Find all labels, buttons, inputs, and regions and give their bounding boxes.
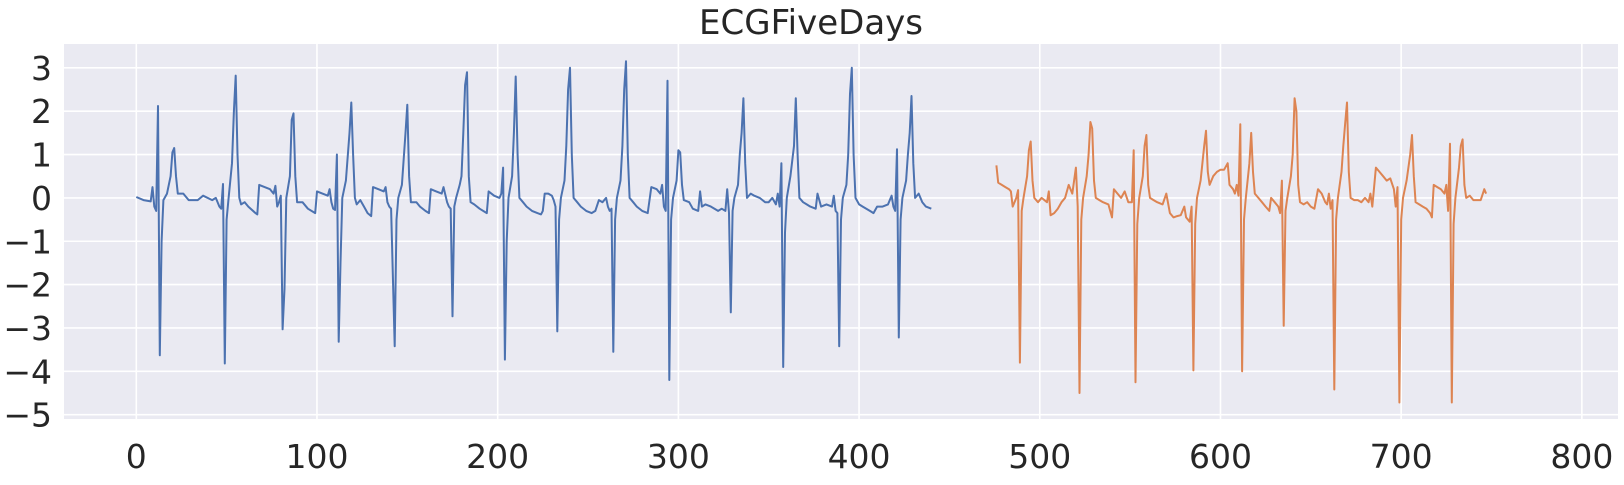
y-tick-label: −3 <box>3 309 52 348</box>
series-group <box>135 60 1488 404</box>
y-tick-label: −1 <box>3 222 52 261</box>
x-tick-label: 800 <box>1550 437 1613 476</box>
x-tick-label: 0 <box>126 437 147 476</box>
x-tick-label: 500 <box>1008 437 1071 476</box>
y-tick-label: −4 <box>3 352 52 391</box>
x-axis-ticks: 0 100 200 300 400 500 600 700 800 <box>126 437 1614 476</box>
y-tick-label: −5 <box>3 396 52 435</box>
x-tick-label: 700 <box>1370 437 1433 476</box>
y-tick-label: 0 <box>31 179 52 218</box>
y-tick-label: 1 <box>31 136 52 175</box>
chart-title: ECGFiveDays <box>699 3 923 43</box>
x-tick-label: 100 <box>285 437 348 476</box>
y-tick-label: −2 <box>3 266 52 305</box>
x-tick-label: 300 <box>647 437 710 476</box>
y-axis-ticks: 3 2 1 0 −1 −2 −3 −4 −5 <box>3 49 52 435</box>
x-tick-label: 200 <box>466 437 529 476</box>
y-tick-label: 3 <box>31 49 52 88</box>
series-2-line <box>995 97 1488 404</box>
x-tick-label: 600 <box>1189 437 1252 476</box>
y-tick-label: 2 <box>31 92 52 131</box>
x-tick-label: 400 <box>828 437 891 476</box>
series-1-line <box>135 60 932 381</box>
